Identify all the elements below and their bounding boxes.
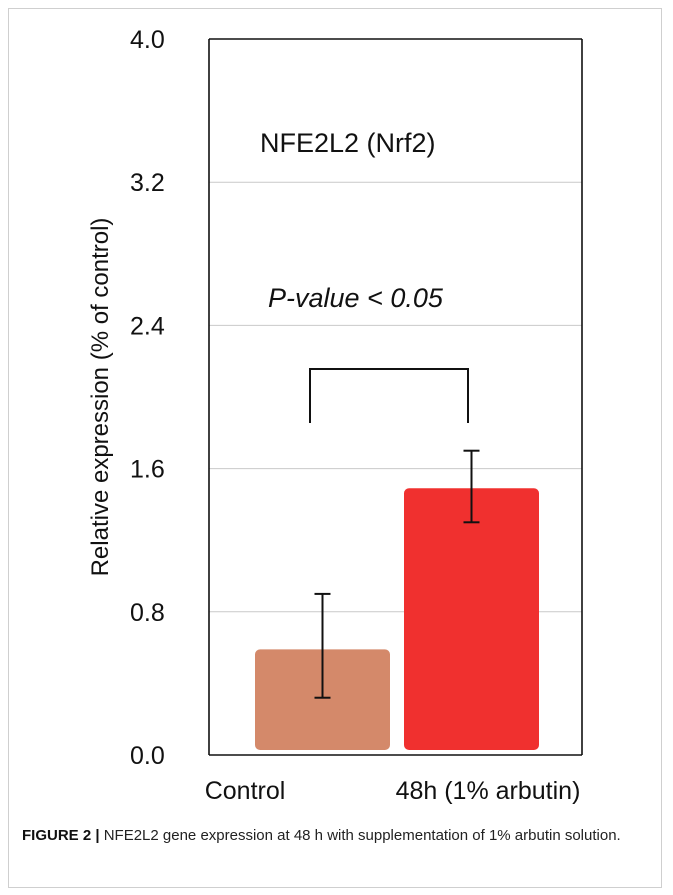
p-value-annotation: P-value < 0.05: [268, 283, 444, 313]
caption-label: FIGURE 2 |: [22, 827, 100, 844]
y-tick-label: 3.2: [130, 169, 165, 197]
y-tick-labels: 0.0 0.8 1.6 2.4 3.2 4.0: [130, 26, 165, 770]
y-tick-label: 4.0: [130, 26, 165, 54]
significance-bracket: [309, 368, 469, 423]
x-tick-label: 48h (1% arbutin): [396, 777, 581, 805]
figure-caption: FIGURE 2 | NFE2L2 gene expression at 48 …: [22, 825, 642, 847]
bars: [255, 488, 539, 750]
error-bar: [314, 592, 331, 699]
y-tick-label: 0.8: [130, 599, 165, 627]
bar: [255, 649, 390, 750]
error-bar: [463, 449, 480, 524]
caption-text: NFE2L2 gene expression at 48 h with supp…: [99, 827, 621, 844]
error-bars: [314, 449, 480, 699]
bar: [404, 488, 539, 750]
axes: [208, 38, 583, 756]
bar-chart: 0.0 0.8 1.6 2.4 3.2 4.0 Control 48h (1% arbuti…: [87, 26, 583, 805]
x-tick-label: Control: [205, 777, 286, 805]
y-tick-label: 0.0: [130, 742, 165, 770]
y-axis-label: Relative expression (% of control): [87, 218, 114, 577]
y-tick-label: 2.4: [130, 312, 165, 340]
chart-title: NFE2L2 (Nrf2): [260, 128, 436, 158]
x-tick-labels: Control 48h (1% arbutin): [205, 777, 581, 805]
y-tick-label: 1.6: [130, 456, 165, 484]
